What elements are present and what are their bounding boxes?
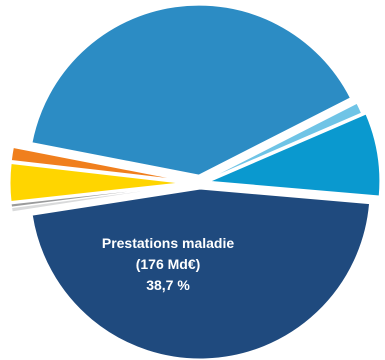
slice-label-line: Prestations maladie	[102, 235, 234, 251]
pie-slice-2	[31, 188, 371, 360]
pie-slice-6	[10, 146, 181, 181]
slice-label-7: Prestations maladie (176 Md€) 38,7 %	[102, 235, 234, 293]
pie-slice-4	[10, 184, 181, 208]
pie-slice-1	[209, 113, 381, 197]
pie-slice-0	[205, 102, 363, 181]
pie-slice-7	[31, 4, 352, 176]
pie-slice-5	[9, 162, 181, 203]
slice-label-line: (176 Md€)	[136, 256, 201, 272]
slice-label-line: 38,7 %	[146, 277, 190, 293]
